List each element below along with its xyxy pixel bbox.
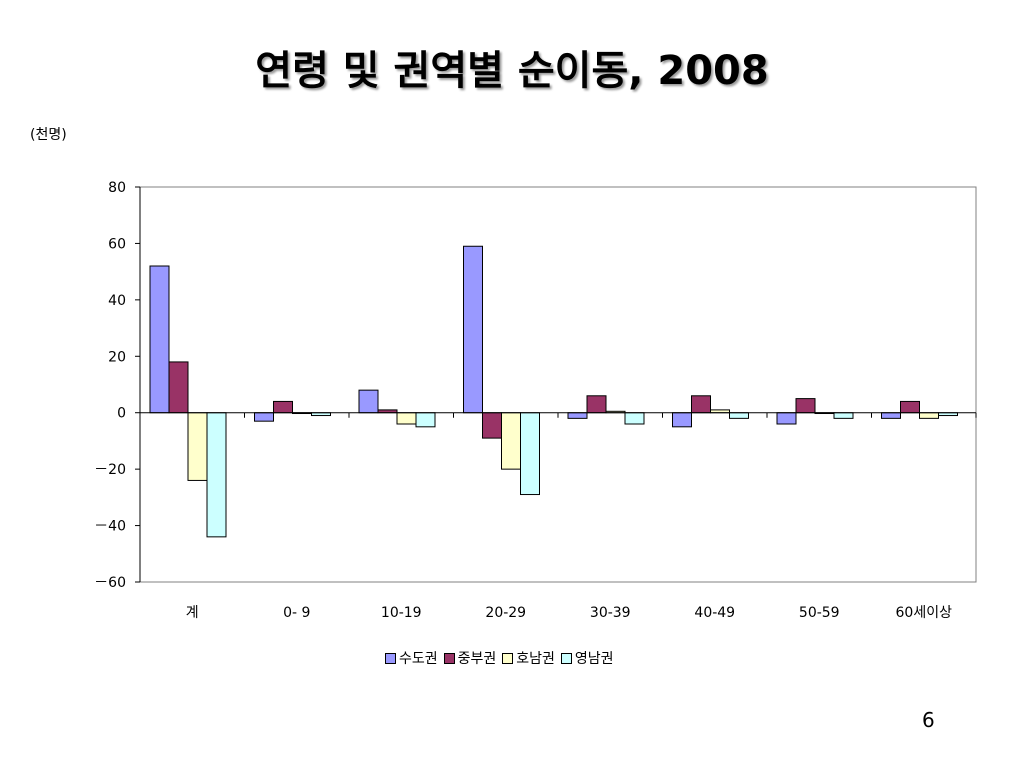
legend-swatch [560, 652, 572, 664]
x-tick-label: 60세이상 [896, 605, 953, 621]
legend-label: 중부권 [457, 651, 497, 667]
legend-label: 영남권 [574, 651, 614, 667]
bar [691, 395, 711, 414]
x-tick-label: 20-29 [485, 605, 526, 621]
slide-title: 연령 및 권역별 순이동, 2008 [255, 48, 769, 94]
bar [672, 412, 692, 428]
bar [254, 412, 274, 422]
x-tick-label: 50-59 [799, 605, 840, 621]
y-tick-label: －40 [94, 519, 126, 535]
x-tick-label: 10-19 [381, 605, 422, 621]
bar [624, 412, 645, 425]
legend-item: 영남권 [560, 648, 614, 668]
legend-item: 수도권 [385, 648, 438, 668]
y-tick-label: 20 [108, 349, 126, 365]
bar [795, 398, 816, 414]
chart-legend: 수도권 중부권 호남권 영남권 [385, 648, 614, 668]
unit-label: (천명) [30, 127, 67, 143]
bar [586, 395, 607, 414]
legend-label: 수도권 [399, 651, 438, 667]
bar [919, 412, 939, 419]
bar [900, 400, 920, 414]
page-number: 6 [922, 708, 935, 732]
bar [149, 265, 170, 414]
legend-swatch [502, 652, 514, 664]
bar [567, 412, 588, 419]
bar [396, 412, 417, 425]
y-tick-label: 40 [108, 293, 126, 309]
bar [168, 361, 189, 414]
y-tick-label: －60 [94, 575, 126, 591]
bar [206, 412, 227, 538]
legend-swatch [443, 652, 455, 664]
bar [273, 400, 293, 414]
x-tick-label: 계 [186, 605, 199, 621]
legend-label: 호남권 [516, 651, 555, 667]
bar [482, 412, 502, 439]
y-tick-label: －20 [94, 462, 126, 478]
bar [187, 412, 208, 481]
x-tick-label: 0- 9 [283, 605, 310, 621]
x-tick-label: 30-39 [590, 605, 631, 621]
bar [776, 412, 797, 425]
bar [415, 412, 436, 428]
y-tick-label: 80 [108, 180, 126, 196]
bar [501, 412, 521, 470]
bar [520, 412, 540, 496]
legend-item: 중부권 [443, 648, 497, 668]
y-tick-label: 0 [117, 406, 126, 422]
legend-swatch [385, 652, 396, 664]
bar [358, 389, 379, 414]
y-tick-label: 60 [108, 236, 126, 252]
bar [729, 412, 749, 419]
x-tick-label: 40-49 [694, 605, 735, 621]
bar [881, 412, 901, 419]
plot-area [139, 186, 977, 583]
bar [463, 245, 483, 414]
bar [833, 412, 854, 419]
legend-item: 호남권 [502, 648, 555, 668]
